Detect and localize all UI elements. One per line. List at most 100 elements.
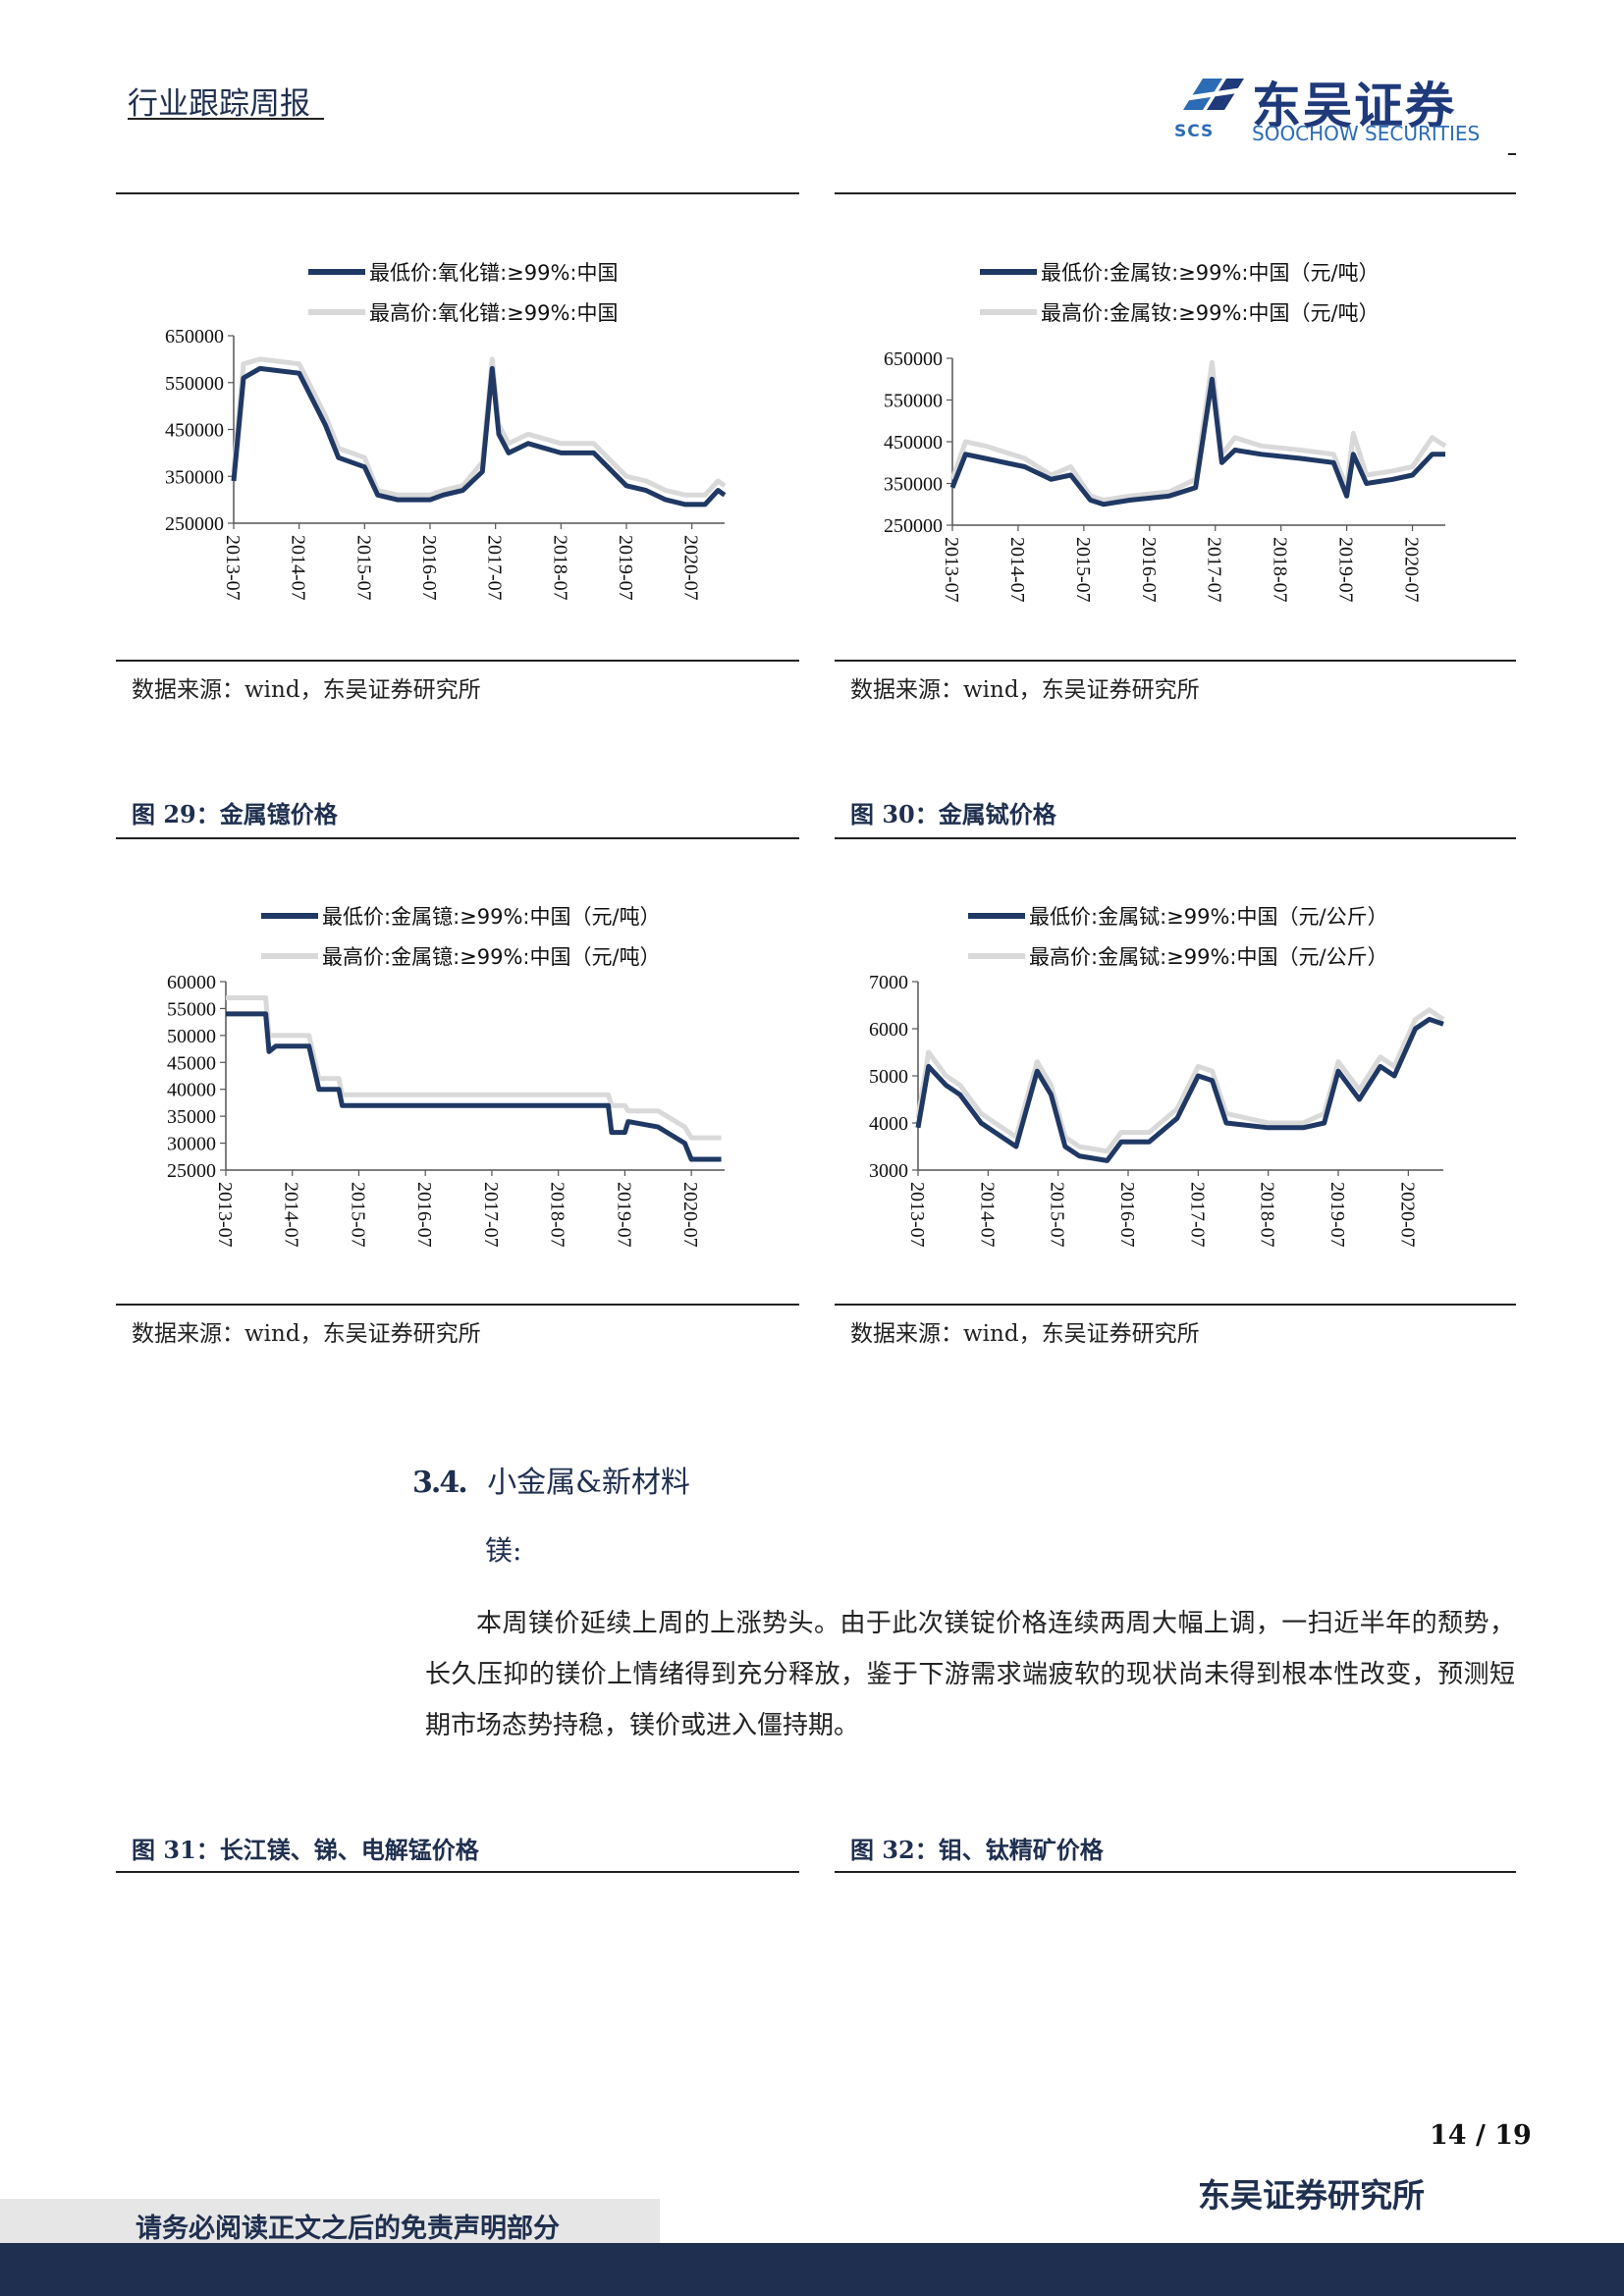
y-tick-label: 30000 bbox=[167, 1134, 216, 1155]
legend-item: 最低价:金属铽:≥99%:中国（元/公斤） bbox=[968, 901, 1388, 931]
x-tick-label: 2018-07 bbox=[1270, 537, 1291, 603]
legend-item: 最低价:金属镱:≥99%:中国（元/吨） bbox=[261, 901, 661, 931]
legend-item: 最高价:金属钕:≥99%:中国（元/吨） bbox=[980, 297, 1380, 327]
footer-institute: 东吴证券研究所 bbox=[1198, 2176, 1425, 2215]
x-tick-label: 2018-07 bbox=[1257, 1182, 1278, 1248]
figure-bottom-rule bbox=[116, 660, 799, 662]
legend-swatch bbox=[261, 953, 318, 959]
x-tick-label: 2013-07 bbox=[941, 537, 962, 603]
source-note: 数据来源：wind，东吴证券研究所 bbox=[132, 677, 481, 703]
chart-ytterbium-metal: 25000 30000 35000 40000 45000 50000 55000 60000… bbox=[167, 972, 725, 1248]
y-tick-label: 50000 bbox=[167, 1026, 216, 1047]
series-line-low bbox=[915, 1016, 1444, 1163]
x-tick-label: 2020-07 bbox=[1396, 1182, 1418, 1248]
x-tick-label: 2017-07 bbox=[480, 1182, 502, 1248]
figure-title: 图 32：钼、钛精矿价格 bbox=[850, 1836, 1104, 1864]
legend-label: 最高价:金属镱:≥99%:中国（元/吨） bbox=[322, 945, 661, 969]
series-line-high bbox=[915, 1007, 1445, 1154]
x-tick-label: 2020-07 bbox=[680, 535, 702, 601]
logo-text-en: SOOCHOW SECURITIES bbox=[1252, 122, 1481, 145]
logo-abbr: SCS bbox=[1174, 122, 1215, 141]
figure-top-rule bbox=[835, 192, 1516, 194]
logo-text-cn: 东吴证券 bbox=[1252, 78, 1456, 134]
x-tick-label: 2013-07 bbox=[906, 1182, 928, 1248]
figure-bottom-rule bbox=[835, 1304, 1516, 1306]
x-tick-label: 2019-07 bbox=[1335, 537, 1357, 603]
y-tick-label: 350000 bbox=[165, 466, 224, 488]
legend-label: 最低价:氧化镨:≥99%:中国 bbox=[369, 261, 619, 285]
figure-top-rule bbox=[835, 1871, 1516, 1873]
source-note: 数据来源：wind，东吴证券研究所 bbox=[132, 1321, 481, 1347]
y-tick-label: 40000 bbox=[167, 1080, 216, 1101]
legend-swatch bbox=[968, 953, 1025, 959]
legend-swatch bbox=[980, 309, 1037, 315]
body-paragraph: 本周镁价延续上周的上涨势头。由于此次镁锭价格连续两周大幅上调，一扫近半年的颓势，… bbox=[425, 1609, 1515, 1740]
x-tick-label: 2017-07 bbox=[1186, 1182, 1208, 1248]
header-title-underline bbox=[128, 118, 324, 120]
series-line-low bbox=[949, 376, 1445, 507]
header-mark bbox=[1508, 153, 1516, 155]
figure-top-rule bbox=[116, 837, 799, 839]
section-title: 小金属&新材料 bbox=[487, 1466, 690, 1500]
legend-label: 最低价:金属镱:≥99%:中国（元/吨） bbox=[322, 905, 661, 929]
y-tick-label: 450000 bbox=[165, 420, 224, 442]
source-note: 数据来源：wind，东吴证券研究所 bbox=[850, 677, 1200, 703]
figure-bottom-rule bbox=[835, 660, 1516, 662]
legend-item: 最高价:金属铽:≥99%:中国（元/公斤） bbox=[968, 941, 1388, 971]
logo-mark-icon bbox=[1183, 79, 1244, 110]
x-tick-label: 2019-07 bbox=[1326, 1182, 1348, 1248]
x-tick-label: 2017-07 bbox=[484, 535, 506, 601]
series-line-high bbox=[226, 995, 722, 1141]
y-tick-label: 650000 bbox=[884, 348, 943, 370]
y-tick-label: 35000 bbox=[167, 1106, 216, 1128]
y-tick-label: 350000 bbox=[884, 474, 943, 496]
chart-neodymium-metal: 250000 350000 450000 550000 650000 2013-07 201… bbox=[884, 348, 1447, 603]
y-tick-label: 25000 bbox=[167, 1160, 216, 1182]
x-tick-label: 2017-07 bbox=[1204, 537, 1225, 603]
chart-terbium-metal: 3000 4000 5000 6000 7000 2013-07 2014-07 2015-0… bbox=[869, 972, 1445, 1248]
legend-item: 最高价:氧化镨:≥99%:中国 bbox=[308, 297, 619, 327]
series-line-low bbox=[226, 1011, 722, 1162]
page-number: 14 / 19 bbox=[1430, 2120, 1532, 2151]
figure-bottom-rule bbox=[116, 1304, 799, 1306]
figure-title: 图 30：金属铽价格 bbox=[850, 800, 1056, 828]
figure-top-rule bbox=[116, 1871, 799, 1873]
x-tick-label: 2020-07 bbox=[1401, 537, 1423, 603]
x-tick-label: 2014-07 bbox=[281, 1182, 302, 1248]
y-tick-label: 250000 bbox=[165, 513, 224, 535]
header-title: 行业跟踪周报 bbox=[128, 86, 310, 122]
figure-title: 图 31：长江镁、锑、电解锰价格 bbox=[132, 1836, 479, 1864]
x-tick-label: 2019-07 bbox=[613, 1182, 634, 1248]
y-tick-label: 550000 bbox=[884, 391, 943, 412]
section-number: 3.4. bbox=[412, 1466, 468, 1500]
x-tick-label: 2013-07 bbox=[222, 535, 244, 601]
x-tick-label: 2015-07 bbox=[1072, 537, 1094, 603]
footer-disclaimer-bg bbox=[0, 2199, 660, 2248]
y-tick-label: 45000 bbox=[167, 1052, 216, 1074]
legend-swatch bbox=[980, 269, 1037, 275]
footer-disclaimer: 请务必阅读正文之后的免责声明部分 bbox=[135, 2214, 560, 2244]
x-tick-label: 2016-07 bbox=[418, 535, 440, 601]
y-tick-label: 5000 bbox=[869, 1066, 908, 1088]
x-tick-label: 2016-07 bbox=[1116, 1182, 1138, 1248]
legend-label: 最低价:金属铽:≥99%:中国（元/公斤） bbox=[1029, 905, 1388, 929]
x-tick-label: 2016-07 bbox=[1138, 537, 1160, 603]
y-tick-label: 450000 bbox=[884, 432, 943, 454]
x-tick-label: 2016-07 bbox=[413, 1182, 435, 1248]
legend-label: 最高价:氧化镨:≥99%:中国 bbox=[369, 301, 619, 325]
subsection-title: 镁: bbox=[485, 1534, 522, 1567]
legend-label: 最高价:金属铽:≥99%:中国（元/公斤） bbox=[1029, 945, 1388, 969]
y-tick-label: 60000 bbox=[167, 972, 216, 993]
legend-swatch bbox=[308, 269, 365, 275]
logo-icon bbox=[1173, 71, 1252, 141]
x-tick-label: 2019-07 bbox=[615, 535, 636, 601]
legend-item: 最低价:金属钕:≥99%:中国（元/吨） bbox=[980, 257, 1380, 287]
chart-praseodymium-oxide: 250000 350000 450000 550000 650000 2013-07 201… bbox=[165, 326, 727, 601]
x-tick-label: 2014-07 bbox=[288, 535, 309, 601]
y-tick-label: 250000 bbox=[884, 515, 943, 537]
y-tick-label: 550000 bbox=[165, 373, 224, 395]
footer-band bbox=[0, 2243, 1624, 2296]
y-tick-label: 650000 bbox=[165, 326, 224, 347]
x-tick-label: 2014-07 bbox=[1006, 537, 1028, 603]
y-tick-label: 7000 bbox=[869, 972, 908, 993]
